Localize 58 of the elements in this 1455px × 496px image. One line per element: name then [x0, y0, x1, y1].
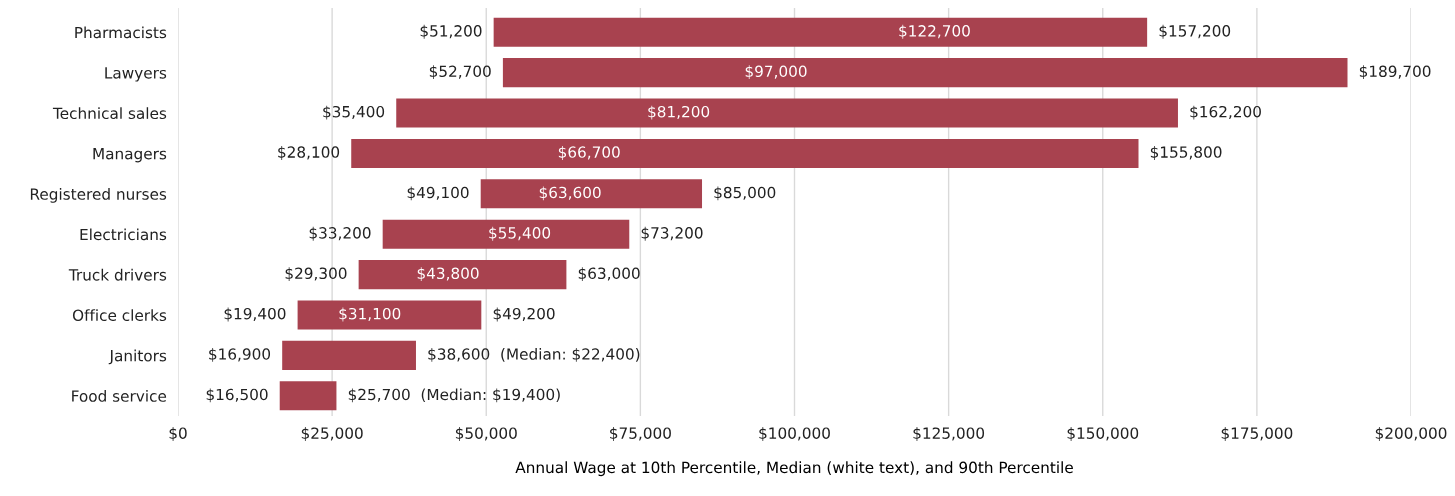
annotation: $55,400	[489, 226, 551, 241]
annotation: $49,100	[407, 186, 469, 201]
bar	[382, 219, 630, 249]
annotation: $28,100	[278, 146, 340, 160]
annotation: $38,600 (Median: $22,400)	[428, 348, 640, 362]
x-tick-label: $125,000	[913, 427, 985, 441]
annotation: $43,800	[417, 267, 479, 282]
y-tick-label: Technical sales	[52, 107, 167, 120]
y-tick-label: Office clerks	[72, 309, 167, 322]
y-tick-label: Registered nurses	[30, 188, 167, 203]
annotation: $122,700	[899, 24, 970, 39]
bar	[282, 340, 416, 370]
annotation: $81,200	[648, 105, 710, 120]
annotation: $35,400	[323, 105, 385, 120]
x-tick-label: $0	[169, 427, 187, 441]
annotation: $157,200	[1159, 24, 1231, 39]
annotation: $162,200	[1190, 105, 1261, 120]
y-tick-label: Janitors	[108, 349, 167, 365]
x-tick-label: $50,000	[455, 427, 517, 441]
x-axis-title: Annual Wage at 10th Percentile, Median (white text), and 90th Percentile	[515, 461, 1073, 477]
annotation: $49,200	[493, 307, 555, 322]
x-tick-label: $150,000	[1067, 427, 1139, 441]
annotation: $33,200	[309, 226, 371, 241]
annotation: $97,000	[745, 65, 807, 80]
annotation: $51,200	[420, 24, 482, 39]
annotation: $155,800	[1150, 146, 1222, 160]
y-tick-label: Lawyers	[105, 67, 167, 82]
y-tick-label: Truck drivers	[68, 268, 167, 281]
y-tick-label: Pharmacists	[75, 26, 167, 39]
annotation: $19,400	[224, 307, 286, 322]
annotation: $31,100	[339, 307, 401, 322]
y-tick-label: Food service	[72, 390, 167, 402]
x-tick-label: $200,000	[1375, 427, 1447, 441]
annotation: $63,600	[539, 186, 601, 201]
x-tick-label: $175,000	[1221, 427, 1293, 441]
annotation: $189,700	[1359, 65, 1431, 80]
bar	[493, 17, 1148, 47]
bar	[351, 138, 1139, 168]
y-tick-label: Managers	[93, 148, 167, 163]
annotation: $25,700 (Median: $19,400)	[348, 388, 560, 403]
x-tick-label: $75,000	[610, 427, 671, 441]
x-tick-label: $100,000	[759, 427, 830, 441]
bar	[502, 58, 1348, 88]
annotation: $66,700	[558, 146, 620, 160]
bar	[297, 300, 482, 330]
annotation: $29,300	[285, 267, 347, 282]
annotation: $16,500	[206, 388, 268, 403]
bar	[396, 98, 1178, 128]
annotation: $63,000	[578, 267, 640, 282]
annotation: $85,000	[714, 186, 776, 201]
bar	[279, 381, 337, 411]
annotation: $16,900	[209, 348, 271, 362]
bar	[480, 179, 703, 209]
x-tick-label: $25,000	[301, 427, 363, 441]
annotation: $52,700	[429, 65, 491, 80]
annotation: $73,200	[641, 226, 703, 241]
y-tick-label: Electricians	[80, 228, 167, 241]
bar	[358, 260, 567, 290]
